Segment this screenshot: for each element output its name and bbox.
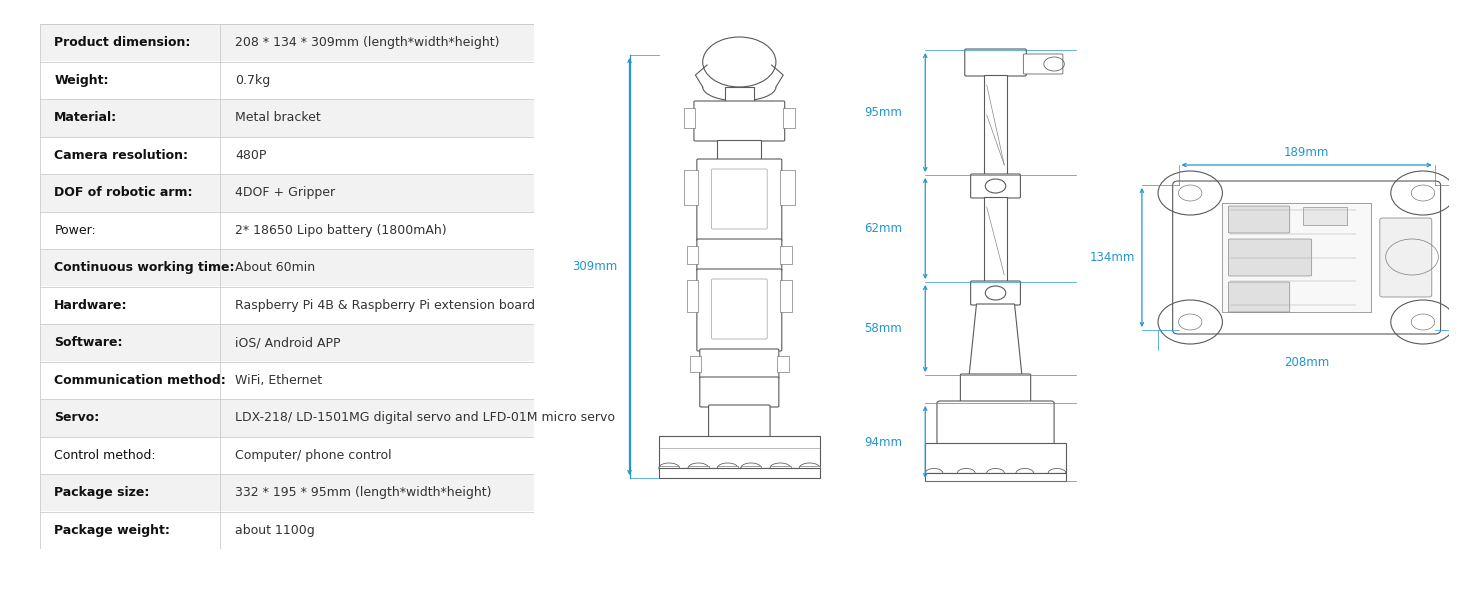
FancyBboxPatch shape <box>971 281 1020 305</box>
FancyBboxPatch shape <box>697 239 782 271</box>
Text: 309mm: 309mm <box>572 260 618 274</box>
FancyBboxPatch shape <box>694 101 785 141</box>
Bar <box>690 356 701 372</box>
Text: 58mm: 58mm <box>864 322 902 335</box>
Text: WiFi, Ethernet: WiFi, Ethernet <box>236 374 322 387</box>
Text: Hardware:: Hardware: <box>54 299 127 312</box>
FancyBboxPatch shape <box>965 49 1026 76</box>
Text: Raspberry Pi 4B & Raspberry Pi extension board: Raspberry Pi 4B & Raspberry Pi extension… <box>236 299 534 312</box>
Text: iOS/ Android APP: iOS/ Android APP <box>236 336 341 349</box>
Text: Computer/ phone control: Computer/ phone control <box>236 449 391 462</box>
Text: DOF of robotic arm:: DOF of robotic arm: <box>54 186 193 199</box>
FancyBboxPatch shape <box>1173 181 1441 334</box>
Text: About 60min: About 60min <box>236 261 315 274</box>
Bar <box>40 174 534 211</box>
Text: 2* 18650 Lipo battery (1800mAh): 2* 18650 Lipo battery (1800mAh) <box>236 224 447 237</box>
Bar <box>40 361 534 399</box>
Bar <box>40 511 534 549</box>
FancyBboxPatch shape <box>659 466 679 474</box>
FancyBboxPatch shape <box>1303 207 1347 225</box>
Text: 4DOF + Gripper: 4DOF + Gripper <box>236 186 335 199</box>
Bar <box>777 356 789 372</box>
Text: Material:: Material: <box>54 111 117 124</box>
Text: 480P: 480P <box>236 149 266 162</box>
Text: LDX-218/ LD-1501MG digital servo and LFD-01M micro servo: LDX-218/ LD-1501MG digital servo and LFD… <box>236 411 615 424</box>
Text: 332 * 195 * 95mm (length*width*height): 332 * 195 * 95mm (length*width*height) <box>236 486 492 499</box>
Bar <box>40 474 534 511</box>
Text: 94mm: 94mm <box>864 436 902 449</box>
Text: 0.7kg: 0.7kg <box>236 74 271 87</box>
Text: Servo:: Servo: <box>54 411 100 424</box>
FancyBboxPatch shape <box>700 349 779 379</box>
FancyBboxPatch shape <box>971 174 1020 198</box>
FancyBboxPatch shape <box>712 169 767 229</box>
FancyBboxPatch shape <box>925 443 1066 473</box>
Bar <box>40 286 534 324</box>
Text: Communication method:: Communication method: <box>54 374 225 387</box>
Bar <box>684 170 698 205</box>
Bar <box>780 280 792 312</box>
Bar <box>687 246 698 264</box>
Bar <box>780 246 792 264</box>
Text: about 1100g: about 1100g <box>236 524 315 537</box>
Text: Power:: Power: <box>54 224 97 237</box>
FancyBboxPatch shape <box>700 377 779 407</box>
Bar <box>40 136 534 174</box>
Text: 208 * 134 * 309mm (length*width*height): 208 * 134 * 309mm (length*width*height) <box>236 36 499 49</box>
Text: Package weight:: Package weight: <box>54 524 170 537</box>
Text: Package size:: Package size: <box>54 486 149 499</box>
Text: Metal bracket: Metal bracket <box>236 111 321 124</box>
Text: Camera resolution:: Camera resolution: <box>54 149 189 162</box>
Bar <box>40 249 534 286</box>
FancyBboxPatch shape <box>659 436 820 468</box>
Text: Control method:: Control method: <box>54 449 157 462</box>
FancyBboxPatch shape <box>717 466 738 474</box>
Bar <box>684 108 695 128</box>
FancyBboxPatch shape <box>984 75 1007 175</box>
Bar <box>40 399 534 436</box>
Text: Continuous working time:: Continuous working time: <box>54 261 234 274</box>
FancyBboxPatch shape <box>1228 239 1312 276</box>
FancyBboxPatch shape <box>717 140 761 160</box>
FancyBboxPatch shape <box>659 468 820 478</box>
PathPatch shape <box>969 304 1022 375</box>
FancyBboxPatch shape <box>1228 206 1290 233</box>
Text: Software:: Software: <box>54 336 123 349</box>
Bar <box>40 61 534 99</box>
FancyBboxPatch shape <box>770 466 791 474</box>
FancyBboxPatch shape <box>741 466 761 474</box>
Bar <box>783 108 795 128</box>
Bar <box>687 280 698 312</box>
Text: Product dimension:: Product dimension: <box>54 36 190 49</box>
FancyBboxPatch shape <box>984 197 1007 282</box>
Text: 62mm: 62mm <box>864 221 902 235</box>
Bar <box>40 99 534 136</box>
FancyBboxPatch shape <box>688 466 709 474</box>
FancyBboxPatch shape <box>712 279 767 339</box>
FancyBboxPatch shape <box>1023 54 1063 74</box>
FancyBboxPatch shape <box>937 401 1054 445</box>
Bar <box>780 170 795 205</box>
Bar <box>40 436 534 474</box>
FancyBboxPatch shape <box>1222 203 1370 312</box>
FancyBboxPatch shape <box>1228 282 1290 312</box>
Bar <box>40 211 534 249</box>
Bar <box>40 24 534 61</box>
FancyBboxPatch shape <box>725 87 754 102</box>
Text: 134mm: 134mm <box>1089 251 1135 264</box>
Text: 189mm: 189mm <box>1284 146 1329 159</box>
FancyBboxPatch shape <box>709 405 770 437</box>
FancyBboxPatch shape <box>697 269 782 351</box>
FancyBboxPatch shape <box>1379 218 1432 297</box>
FancyBboxPatch shape <box>925 473 1066 481</box>
FancyBboxPatch shape <box>960 374 1031 404</box>
Text: Weight:: Weight: <box>54 74 108 87</box>
FancyBboxPatch shape <box>697 159 782 241</box>
Bar <box>40 324 534 361</box>
FancyBboxPatch shape <box>799 466 820 474</box>
Text: 208mm: 208mm <box>1284 356 1329 369</box>
Text: 95mm: 95mm <box>864 106 902 118</box>
